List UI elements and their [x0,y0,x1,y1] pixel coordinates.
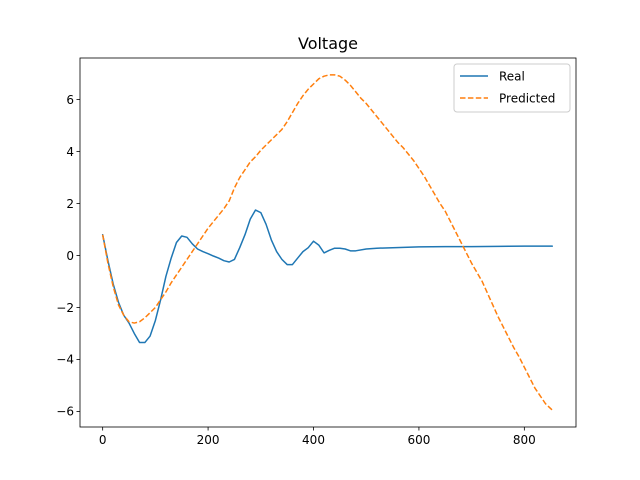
x-tick-label: 800 [513,433,536,447]
y-tick-label: −4 [56,353,74,367]
chart-legend: Real Predicted [453,63,571,113]
x-tick-label: 0 [99,433,107,447]
axes-frame [79,57,577,428]
y-tick-label: −6 [56,405,74,419]
x-tick-label: 200 [197,433,220,447]
y-tick-label: −2 [56,301,74,315]
y-tick-label: 6 [66,93,74,107]
x-tick-label: 600 [407,433,430,447]
chart-title: Voltage [298,34,358,53]
plot-area: 0 200 400 600 800 −6 −4 −2 0 2 4 6 [56,57,577,447]
y-tick-label: 0 [66,249,74,263]
x-tick-label: 400 [302,433,325,447]
y-tick-label: 2 [66,197,74,211]
series-line-predicted [101,74,553,411]
series-line-real [101,209,554,344]
y-tick-label: 4 [66,145,74,159]
legend-label-real: Real [499,69,525,83]
legend-label-predicted: Predicted [499,91,555,105]
